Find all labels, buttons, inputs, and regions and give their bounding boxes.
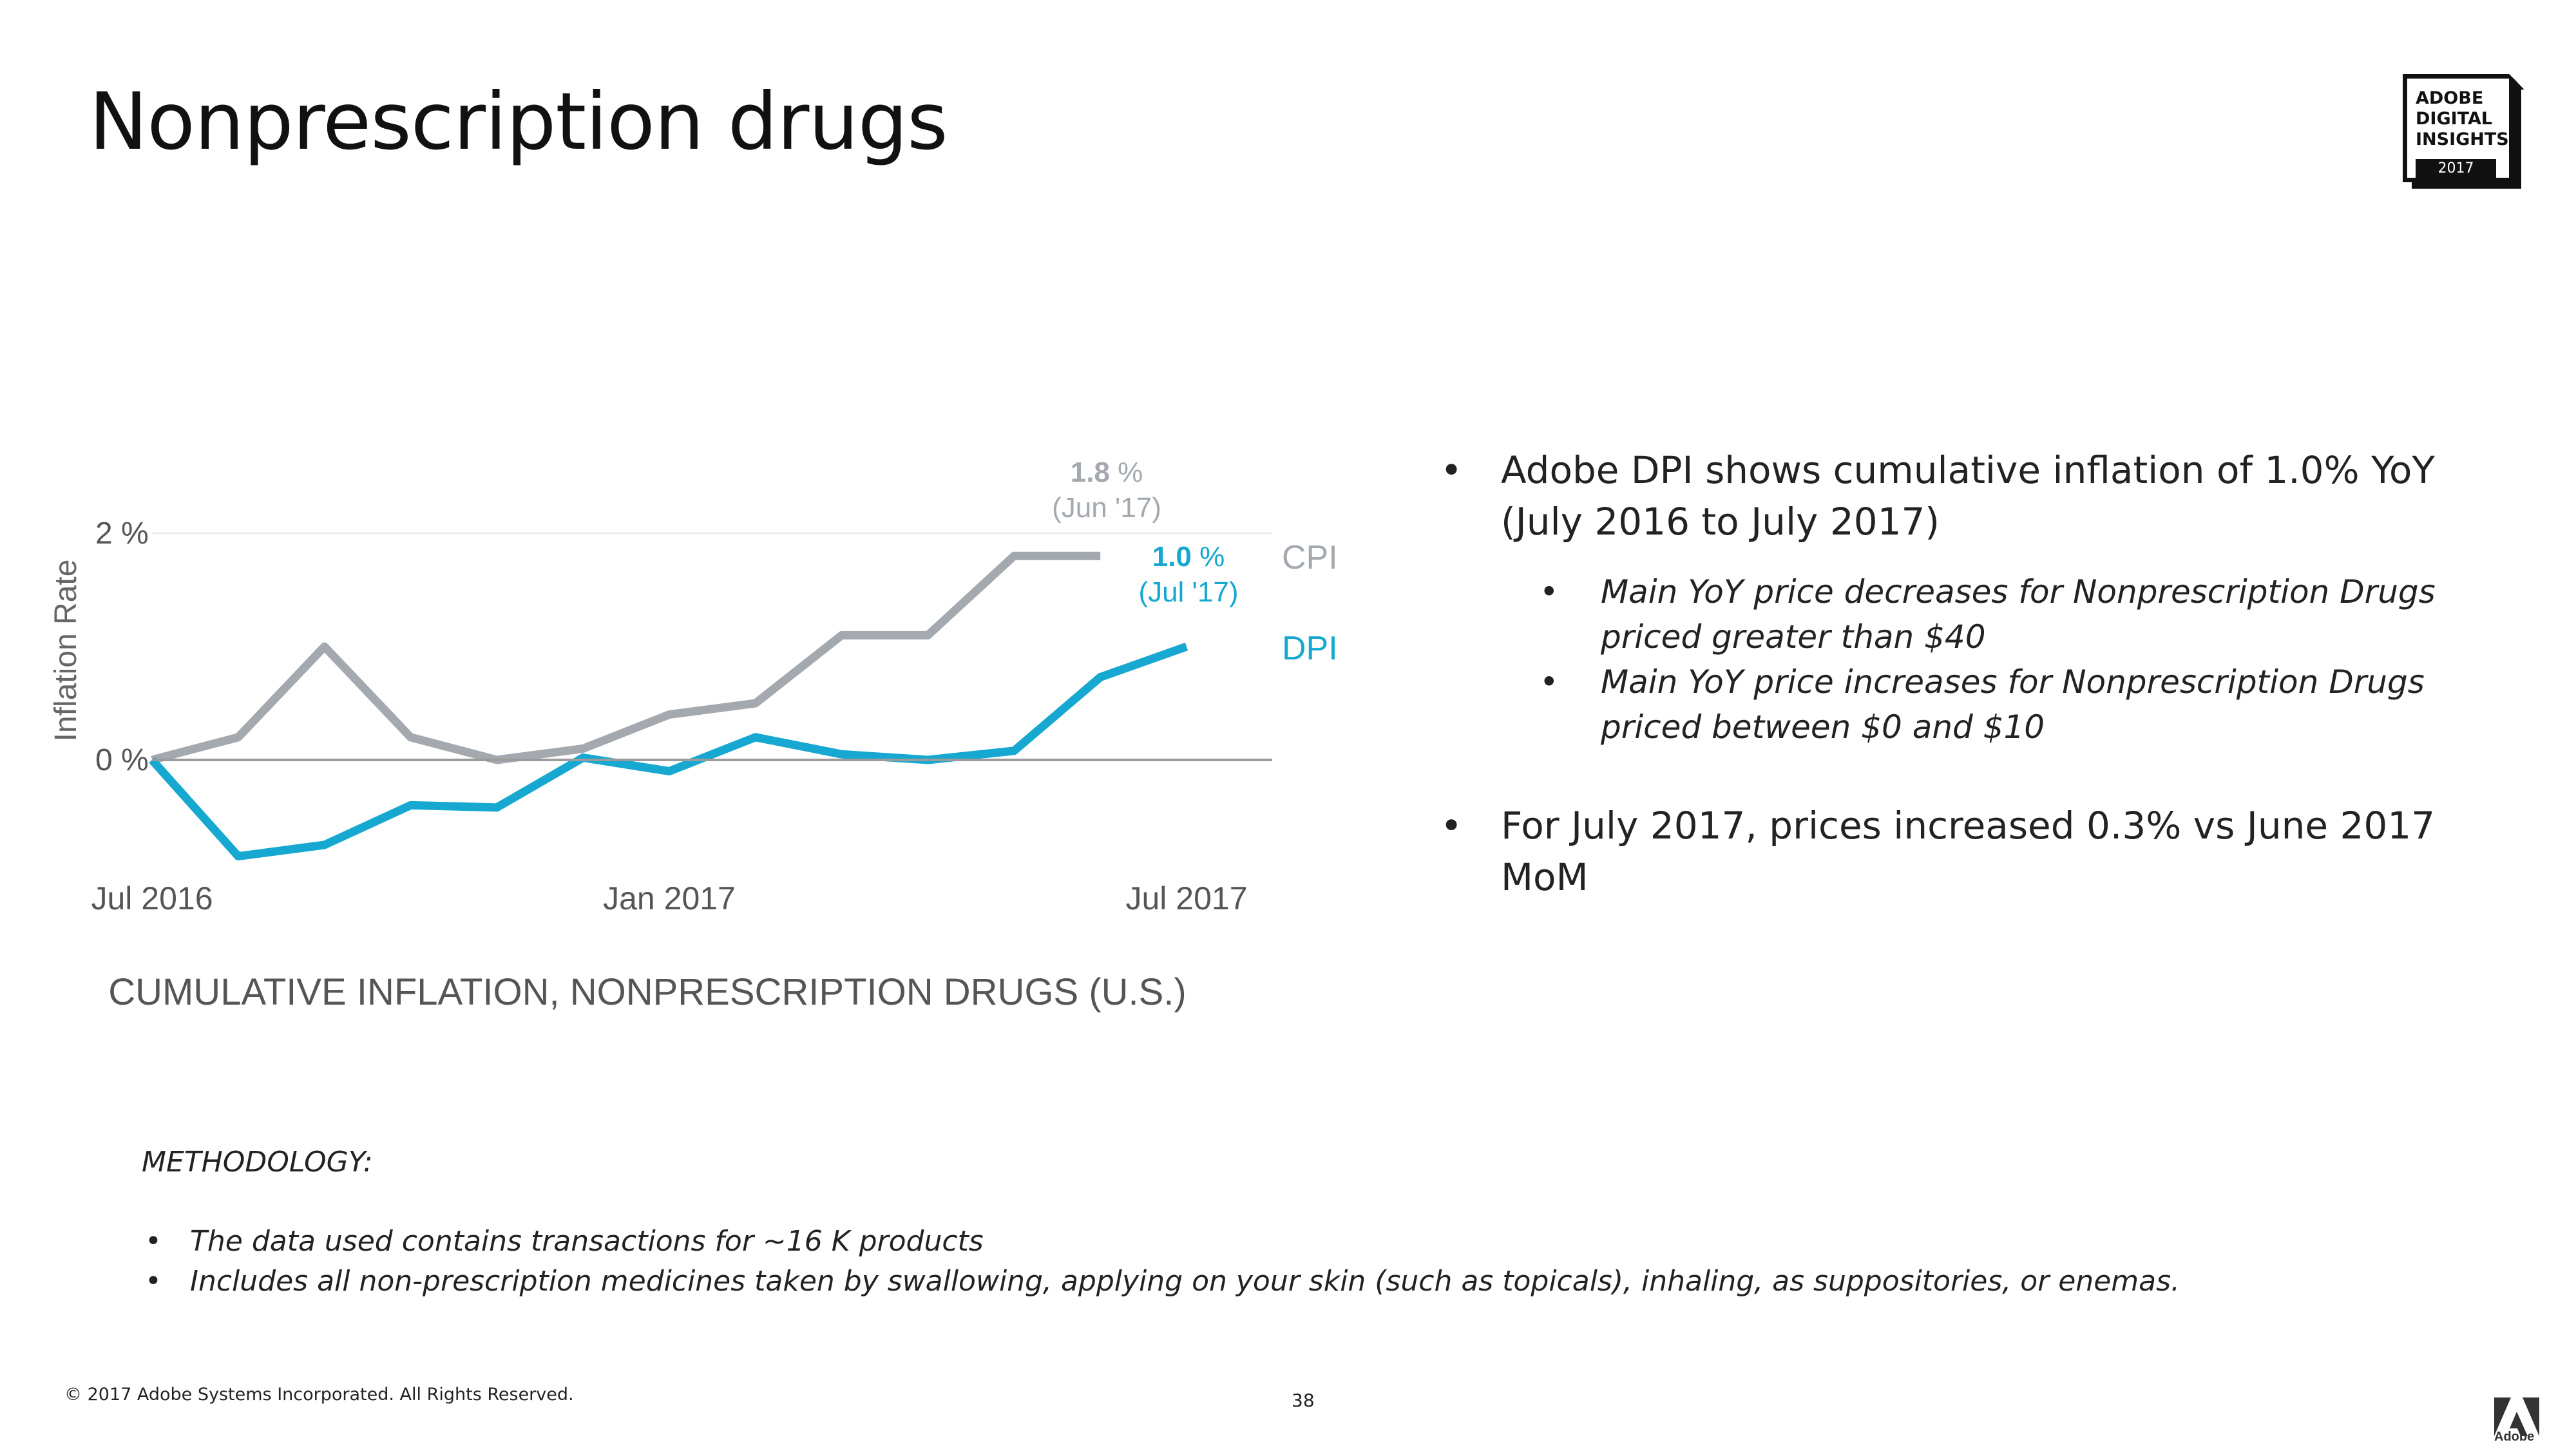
legend-label-dpi: DPI — [1282, 630, 1338, 667]
slide-title: Nonprescription drugs — [89, 76, 948, 167]
badge-year: 2017 — [2416, 159, 2496, 178]
legend-label-cpi: CPI — [1282, 539, 1338, 576]
bullet-yoy: Adobe DPI shows cumulative inflation of … — [1436, 444, 2493, 547]
dpi-annotation-date: (Jul '17) — [1138, 576, 1238, 608]
series-line-dpi — [149, 642, 1188, 861]
bullet-mom: For July 2017, prices increased 0.3% vs … — [1436, 800, 2493, 903]
x-tick-label: Jul 2017 — [1125, 880, 1247, 916]
cpi-annotation-value: 1.8 % — [1071, 457, 1143, 488]
adobe-digital-insights-badge: ADOBE DIGITAL INSIGHTS 2017 — [2403, 74, 2538, 193]
methodology-heading: METHODOLOGY: — [142, 1146, 373, 1179]
sub-bullets: Main YoY price decreases for Nonprescrip… — [1436, 569, 2493, 750]
adobe-wordmark: Adobe — [2494, 1430, 2535, 1444]
y-axis-label: Inflation Rate — [49, 560, 83, 742]
badge-text: ADOBE DIGITAL INSIGHTS — [2416, 88, 2509, 149]
methodology-list: The data used contains transactions for … — [142, 1222, 2332, 1302]
key-findings: Adobe DPI shows cumulative inflation of … — [1436, 444, 2493, 903]
page-number: 38 — [1292, 1390, 1315, 1411]
methodology-item: The data used contains transactions for … — [142, 1222, 2332, 1262]
sub-bullet-decreases: Main YoY price decreases for Nonprescrip… — [1436, 569, 2493, 659]
cpi-annotation-date: (Jun '17) — [1052, 492, 1161, 524]
sub-bullet-increases: Main YoY price increases for Nonprescrip… — [1436, 659, 2493, 750]
chart-title: CUMULATIVE INFLATION, NONPRESCRIPTION DR… — [108, 971, 1187, 1013]
inflation-chart: Inflation Rate CUMULATIVE INFLATION, NON… — [49, 457, 1338, 1013]
adobe-logo-icon — [2494, 1397, 2539, 1436]
series-line-cpi — [151, 551, 1101, 764]
x-tick-label: Jul 2016 — [91, 880, 213, 916]
y-tick-label: 2 % — [95, 516, 149, 551]
copyright: © 2017 Adobe Systems Incorporated. All R… — [64, 1385, 574, 1405]
x-tick-label: Jan 2017 — [603, 880, 736, 916]
methodology: METHODOLOGY: The data used contains tran… — [142, 1143, 2332, 1302]
methodology-item: Includes all non-prescription medicines … — [142, 1262, 2332, 1302]
y-tick-label: 0 % — [95, 743, 149, 777]
dpi-annotation-value: 1.0 % — [1152, 541, 1225, 573]
